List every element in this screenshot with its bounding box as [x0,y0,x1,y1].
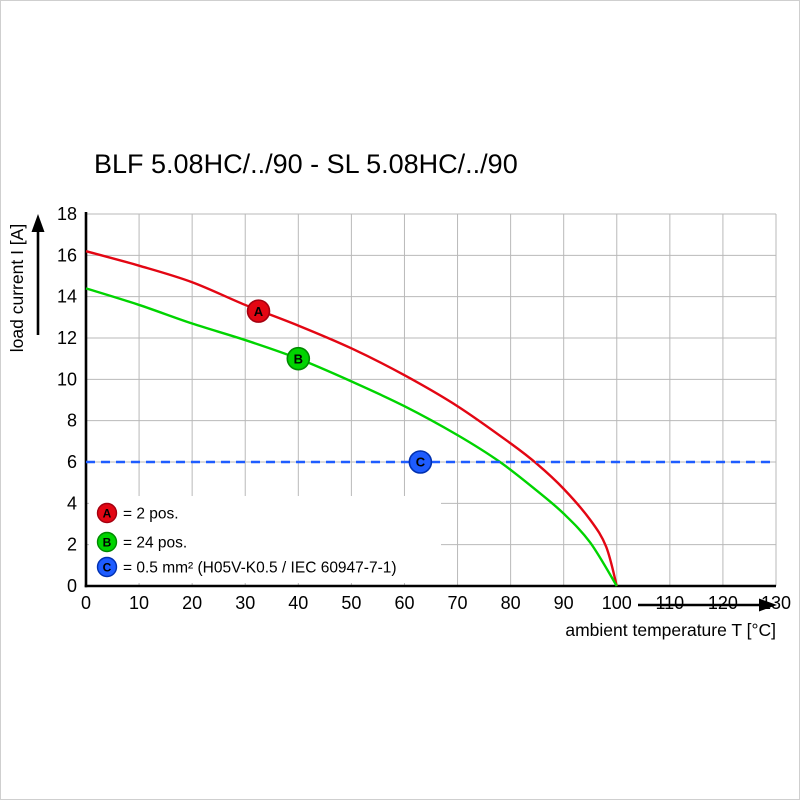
legend-bg [89,496,441,583]
marker-B [286,346,311,371]
x-tick-label: 10 [129,593,149,613]
x-tick-label: 80 [501,593,521,613]
series-A-curve [85,250,618,587]
y-axis-label: load current I [A] [7,224,27,352]
y-tick-label: 8 [67,411,77,431]
x-tick-label: 70 [448,593,468,613]
x-tick-label: 130 [761,593,791,613]
x-tick-label: 90 [554,593,574,613]
x-tick-label: 50 [341,593,361,613]
x-tick-label: 0 [81,593,91,613]
x-tick-label: 40 [288,593,308,613]
legend-badge-B-letter: B [103,535,112,549]
legend: A = 2 pos. B = 24 pos. C = 0.5 mm² (H05V-K0.5… [96,502,397,578]
y-tick-label: 14 [57,287,77,307]
marker-C-label: C [416,455,426,470]
x-tick-label: 30 [235,593,255,613]
legend-badge-C [96,556,118,578]
y-tick-label: 2 [67,535,77,555]
series-B-curve [85,287,618,587]
y-tick-label: 4 [67,493,77,513]
y-tick-label: 0 [67,576,77,596]
curve-markers: A B C [246,299,433,474]
y-tick-label: 16 [57,245,77,265]
tick-labels: 0 10 20 30 40 50 60 70 80 90 100 110 120 130 0 2 4 6 8 10 12… [57,204,791,613]
legend-item-label: = 24 pos. [123,535,187,552]
y-axis-arrowhead [31,214,45,232]
axes [31,212,777,612]
legend-background [89,496,441,583]
legend-badge-C-letter: C [103,560,112,574]
legend-item-label: = 2 pos. [123,506,179,523]
chart-title: BLF 5.08HC/../90 - SL 5.08HC/../90 [94,149,518,179]
legend-badge-B [96,531,118,553]
marker-C [408,450,433,474]
x-tick-label: 100 [602,593,632,613]
legend-badge-A-letter: A [103,506,112,520]
legend-item-label: = 0.5 mm² (H05V-K0.5 / IEC 60947-7-1) [123,560,397,577]
x-axis-label: ambient temperature T [°C] [565,620,776,640]
y-tick-label: 18 [57,204,77,224]
marker-B-label: B [294,351,303,366]
x-axis-arrowhead [759,598,777,612]
y-tick-label: 12 [57,328,77,348]
marker-A [246,299,271,323]
x-tick-label: 120 [708,593,738,613]
x-tick-label: 60 [394,593,414,613]
x-tick-label: 110 [655,593,684,613]
legend-badge-A [96,502,118,524]
marker-A-label: A [254,304,264,319]
y-tick-label: 10 [57,369,77,389]
x-tick-label: 20 [182,593,202,613]
y-tick-label: 6 [67,452,77,472]
